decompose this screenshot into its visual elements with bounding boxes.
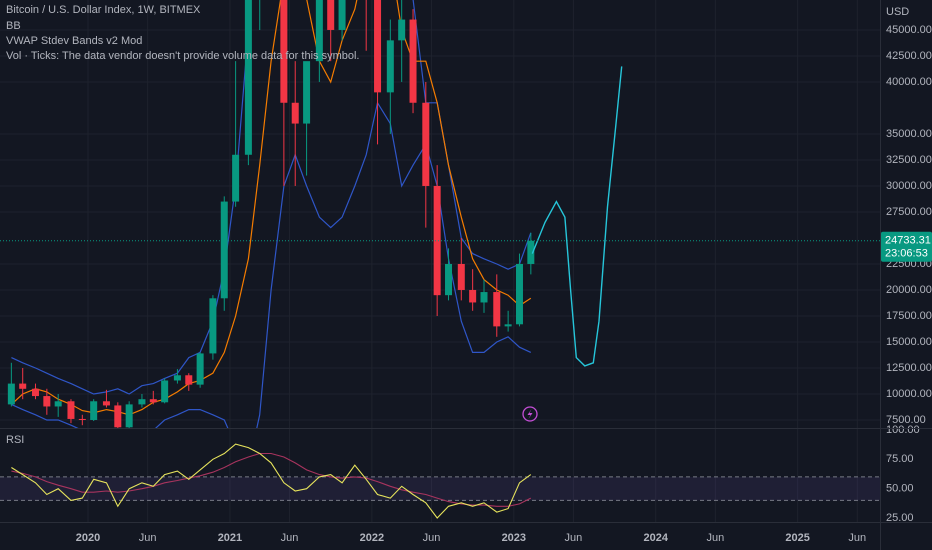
candle-body	[102, 401, 110, 406]
candle-body	[90, 401, 98, 420]
candle-body	[515, 263, 523, 325]
x-tick-label: 2022	[360, 532, 384, 544]
symbol-title: Bitcoin / U.S. Dollar Index, 1W, BITMEX	[6, 4, 201, 16]
candle-body	[114, 405, 122, 428]
y-tick-label: 100.00	[886, 424, 920, 436]
y-tick-label: 10000.00	[886, 388, 932, 400]
candle-body	[173, 375, 181, 381]
candle-body	[374, 0, 382, 93]
candle-body	[161, 380, 169, 403]
x-tick-label: Jun	[848, 532, 866, 544]
x-tick-label: Jun	[423, 532, 441, 544]
y-tick-label: 50.00	[886, 483, 914, 495]
y-tick-label: 17500.00	[886, 310, 932, 322]
y-tick-label: 30000.00	[886, 180, 932, 192]
candle-body	[232, 154, 240, 202]
candle-body	[469, 289, 477, 303]
candle-body	[43, 396, 51, 407]
rsi-line	[11, 452, 532, 507]
candle-body	[445, 263, 453, 296]
candle-body	[196, 353, 204, 385]
last-price-label: 24733.31	[885, 235, 931, 247]
projection-line	[531, 66, 623, 367]
indicator-line	[10, 0, 532, 416]
candle-body	[280, 0, 288, 103]
y-tick-label: 12500.00	[886, 362, 932, 374]
candle-body	[19, 383, 27, 389]
indicator-label: Vol · Ticks: The data vendor doesn't pro…	[6, 50, 359, 62]
candle-body	[149, 399, 157, 403]
y-tick-label: 35000.00	[886, 128, 932, 140]
y-tick-label: 75.00	[886, 453, 914, 465]
candle-body	[31, 388, 39, 397]
rsi-line	[11, 443, 532, 519]
alert-icon[interactable]	[522, 406, 538, 422]
x-tick-label: 2020	[76, 532, 100, 544]
x-tick-label: Jun	[706, 532, 724, 544]
currency-label: USD	[886, 6, 909, 18]
rsi-pane	[0, 429, 880, 522]
candle-body	[409, 19, 417, 103]
y-tick-label: 45000.00	[886, 24, 932, 36]
x-tick-label: Jun	[565, 532, 583, 544]
candle-body	[303, 61, 311, 124]
candle-body	[7, 383, 15, 405]
y-tick-label: 15000.00	[886, 336, 932, 348]
candle-body	[457, 263, 465, 290]
candle-body	[504, 324, 512, 327]
rsi-title: RSI	[6, 434, 24, 446]
x-tick-label: Jun	[281, 532, 299, 544]
indicator-label: BB	[6, 20, 21, 32]
candle-body	[480, 292, 488, 303]
y-tick-label: 40000.00	[886, 76, 932, 88]
y-tick-label: 27500.00	[886, 206, 932, 218]
x-tick-label: Jun	[139, 532, 157, 544]
price-pane	[0, 0, 880, 428]
candle-body	[67, 401, 75, 419]
candle-body	[386, 40, 394, 93]
candle-body	[291, 102, 299, 124]
y-tick-label: 42500.00	[886, 50, 932, 62]
indicator-line	[11, 101, 532, 428]
rsi-band	[0, 476, 880, 501]
y-tick-label: 7500.00	[886, 414, 926, 426]
candle-body	[244, 0, 252, 155]
x-tick-label: 2021	[218, 532, 242, 544]
candle-body	[493, 292, 501, 327]
candle-body	[125, 404, 133, 428]
x-tick-label: 2024	[643, 532, 668, 544]
candle-body	[220, 201, 228, 299]
candle-body	[78, 418, 86, 420]
candle-body	[327, 0, 335, 30]
indicator-label: VWAP Stdev Bands v2 Mod	[6, 35, 142, 47]
candle-body	[433, 185, 441, 296]
y-tick-label: 25.00	[886, 512, 914, 524]
axes: 2020 Jun 2021 Jun 2022 Jun 2023 Jun 2024 Jun 2025 J…	[76, 24, 932, 544]
candle-body	[398, 19, 406, 41]
candle-body	[185, 375, 193, 385]
last-price-box	[881, 231, 932, 262]
candle-body	[422, 102, 430, 186]
y-tick-label: 32500.00	[886, 154, 932, 166]
y-tick-label: 20000.00	[886, 284, 932, 296]
candle-body	[138, 399, 146, 405]
candle-body	[315, 0, 323, 62]
x-tick-label: 2023	[502, 532, 526, 544]
candle-body	[54, 401, 62, 407]
candle-body	[209, 298, 217, 354]
x-tick-label: 2025	[785, 532, 809, 544]
candle-body	[527, 240, 535, 264]
countdown-label: 23:06:53	[885, 248, 928, 260]
candle-body	[338, 0, 346, 30]
